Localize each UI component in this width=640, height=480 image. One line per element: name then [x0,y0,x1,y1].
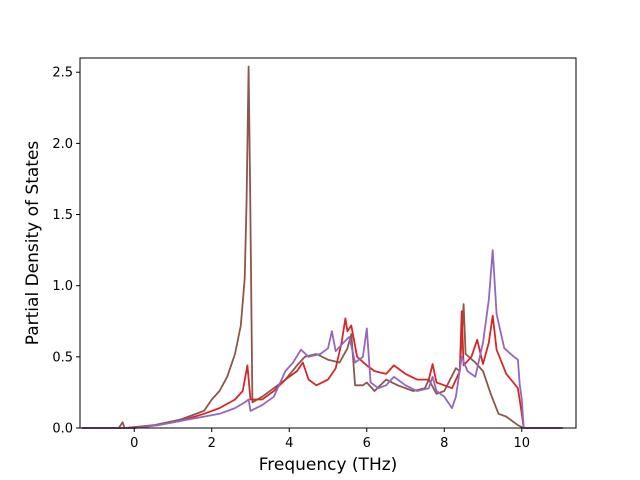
series-layer [81,65,563,429]
pdos-series-line-2 [81,310,563,429]
y-axis-label: Partial Density of States [23,141,43,346]
x-tick-label: 0 [130,436,138,451]
y-tick-label: 1.5 [52,208,73,223]
x-tick-label: 6 [363,436,371,451]
y-tick-label: 0.0 [52,422,73,437]
y-tick-label: 0.5 [52,350,73,365]
x-tick-label: 10 [513,436,530,451]
x-tick-label: 2 [208,436,216,451]
x-tick-label: 8 [440,436,448,451]
plot-area [80,58,576,428]
pdos-series-line-3 [81,249,563,429]
y-tick-label: 2.0 [52,137,73,152]
axes-frame [79,57,577,429]
x-axis-ticks: 0 2 4 6 8 10 [130,428,530,451]
y-axis-ticks: 0.0 0.5 1.0 1.5 2.0 2.5 [52,66,80,437]
y-tick-label: 2.5 [52,66,73,81]
x-axis-label: Frequency (THz) [259,455,398,475]
x-tick-label: 4 [285,436,293,451]
pdos-series-line-1 [81,65,563,429]
y-tick-label: 1.0 [52,279,73,294]
